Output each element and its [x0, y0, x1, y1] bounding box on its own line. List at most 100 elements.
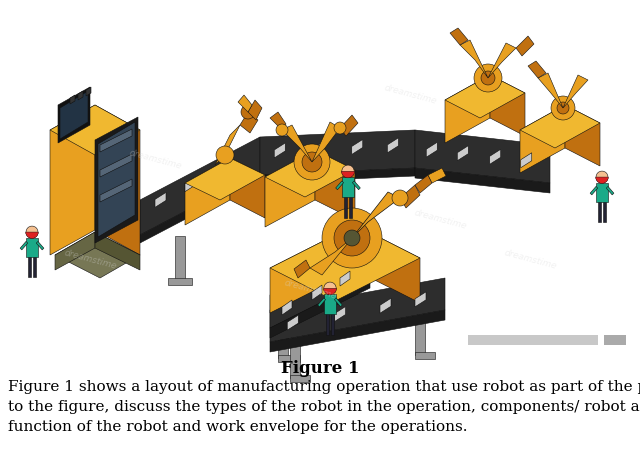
Polygon shape — [287, 315, 298, 330]
Wedge shape — [341, 171, 355, 178]
Polygon shape — [270, 278, 370, 338]
Polygon shape — [313, 141, 324, 156]
Polygon shape — [520, 105, 600, 148]
Polygon shape — [260, 130, 415, 175]
Polygon shape — [324, 294, 336, 314]
Polygon shape — [185, 158, 265, 200]
Polygon shape — [50, 105, 95, 255]
Circle shape — [392, 190, 408, 206]
Polygon shape — [334, 298, 342, 307]
Polygon shape — [95, 117, 138, 243]
Polygon shape — [355, 225, 420, 303]
Circle shape — [322, 208, 382, 268]
Text: Figure 1 shows a layout of manufacturing operation that use robot as part of the: Figure 1 shows a layout of manufacturing… — [8, 380, 640, 394]
Polygon shape — [520, 105, 565, 173]
Circle shape — [334, 122, 346, 134]
Polygon shape — [331, 312, 334, 335]
Polygon shape — [86, 87, 91, 96]
Polygon shape — [387, 138, 398, 153]
Polygon shape — [428, 168, 446, 183]
Circle shape — [344, 230, 360, 246]
Polygon shape — [426, 142, 437, 157]
Polygon shape — [315, 150, 355, 220]
Polygon shape — [335, 307, 346, 321]
Polygon shape — [590, 186, 598, 195]
Polygon shape — [60, 91, 88, 139]
Polygon shape — [50, 105, 140, 155]
Polygon shape — [415, 130, 550, 183]
Circle shape — [557, 102, 569, 114]
Polygon shape — [445, 75, 525, 118]
Polygon shape — [415, 352, 435, 359]
Polygon shape — [290, 375, 310, 382]
Polygon shape — [352, 192, 400, 238]
Polygon shape — [55, 232, 95, 270]
Polygon shape — [349, 195, 353, 218]
Text: dreamstime: dreamstime — [63, 249, 117, 272]
Polygon shape — [100, 179, 132, 202]
Polygon shape — [538, 73, 563, 108]
Polygon shape — [58, 87, 90, 143]
Polygon shape — [238, 95, 252, 112]
Polygon shape — [70, 95, 75, 104]
Text: dreamstime: dreamstime — [383, 83, 437, 106]
Polygon shape — [278, 325, 288, 358]
Polygon shape — [55, 232, 140, 278]
Text: Figure 1: Figure 1 — [281, 360, 359, 377]
Polygon shape — [95, 105, 140, 255]
Circle shape — [276, 124, 288, 136]
Polygon shape — [26, 238, 38, 257]
Polygon shape — [488, 43, 516, 78]
Polygon shape — [275, 143, 285, 158]
Polygon shape — [270, 112, 286, 130]
Polygon shape — [312, 122, 340, 162]
Polygon shape — [100, 154, 132, 177]
Polygon shape — [33, 255, 36, 277]
Polygon shape — [415, 175, 432, 193]
Polygon shape — [28, 255, 31, 277]
Polygon shape — [326, 312, 329, 335]
Polygon shape — [98, 122, 135, 237]
Circle shape — [334, 220, 370, 256]
Text: dreamstime: dreamstime — [502, 249, 557, 272]
Polygon shape — [260, 168, 415, 183]
Polygon shape — [458, 146, 468, 161]
Text: function of the robot and work envelope for the operations.: function of the robot and work envelope … — [8, 420, 467, 434]
Polygon shape — [175, 236, 185, 280]
Wedge shape — [596, 177, 609, 183]
Polygon shape — [340, 271, 350, 286]
Polygon shape — [352, 139, 363, 155]
Polygon shape — [240, 112, 258, 133]
Polygon shape — [415, 318, 425, 355]
Polygon shape — [596, 183, 608, 202]
Polygon shape — [290, 340, 300, 378]
Circle shape — [596, 171, 608, 183]
Polygon shape — [248, 100, 262, 120]
Polygon shape — [20, 241, 28, 250]
Polygon shape — [490, 75, 525, 136]
Polygon shape — [270, 310, 445, 352]
Polygon shape — [516, 36, 534, 56]
Polygon shape — [78, 91, 83, 100]
Circle shape — [551, 96, 575, 120]
Polygon shape — [140, 172, 260, 243]
Polygon shape — [270, 278, 445, 342]
Circle shape — [241, 105, 255, 119]
Polygon shape — [606, 186, 614, 195]
Polygon shape — [400, 185, 420, 208]
Polygon shape — [312, 285, 322, 300]
Circle shape — [26, 226, 38, 238]
Circle shape — [481, 71, 495, 85]
Polygon shape — [336, 181, 344, 190]
Wedge shape — [26, 232, 38, 238]
Polygon shape — [565, 105, 600, 166]
Circle shape — [324, 282, 336, 294]
Polygon shape — [353, 181, 360, 190]
Circle shape — [474, 64, 502, 92]
Bar — [604, 335, 626, 345]
Circle shape — [216, 146, 234, 164]
Polygon shape — [415, 168, 550, 193]
Polygon shape — [344, 195, 347, 218]
Polygon shape — [215, 125, 240, 165]
Polygon shape — [603, 200, 606, 222]
